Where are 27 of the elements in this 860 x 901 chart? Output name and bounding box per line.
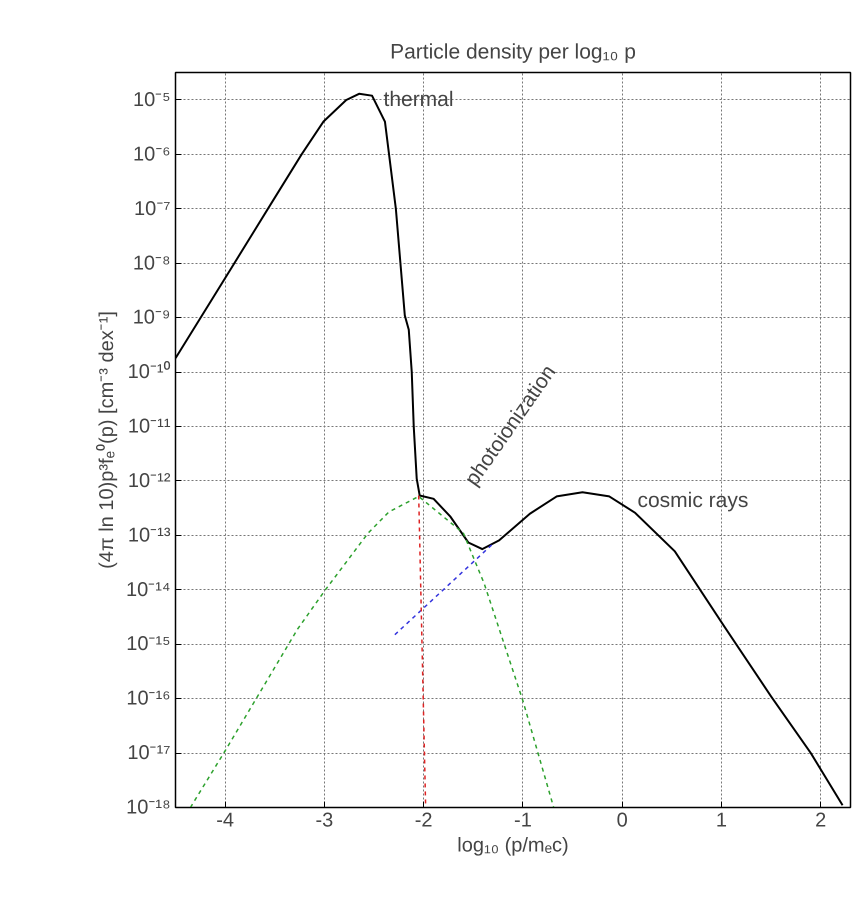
y-tick-label: 10⁻¹² [128, 470, 171, 492]
y-tick-label: 10⁻⁷ [134, 198, 170, 220]
y-axis-title: (4π ln 10)p³fₑ⁰(p) [cm⁻³ dex⁻¹] [95, 311, 118, 569]
x-tick-label: -1 [514, 810, 532, 832]
y-tick-label: 10⁻¹⁴ [126, 578, 170, 601]
y-tick-label: 10⁻⁶ [133, 143, 171, 166]
x-tick-label: -2 [414, 810, 433, 832]
x-tick-label: 1 [716, 810, 728, 832]
line-series [190, 496, 554, 808]
chart-title: Particle density per log₁₀ p [390, 40, 636, 64]
y-tick-label: 10⁻¹⁰ [128, 360, 170, 384]
x-tick-label: 2 [815, 810, 826, 832]
y-tick-label: 10⁻¹⁷ [127, 742, 171, 764]
y-tick-label: 10⁻¹³ [128, 524, 171, 546]
x-tick-label: 0 [616, 810, 628, 832]
y-tick-label: 10⁻¹¹ [128, 416, 171, 438]
x-tick-label: -3 [316, 810, 334, 832]
y-tick-label: 10⁻¹⁶ [126, 688, 170, 710]
y-tick-label: 10⁻⁵ [132, 88, 171, 111]
y-tick-label: 10⁻¹⁸ [126, 796, 170, 818]
x-tick-label: -4 [216, 810, 234, 832]
x-axis-title: log₁₀ (p/mₑc) [457, 834, 569, 856]
y-tick-label: 10⁻¹⁵ [126, 633, 171, 656]
annotation: thermal [384, 88, 454, 111]
annotation: cosmic rays [638, 489, 748, 512]
y-tick-label: 10⁻⁹ [132, 306, 170, 329]
y-tick-label: 10⁻⁸ [132, 252, 171, 274]
